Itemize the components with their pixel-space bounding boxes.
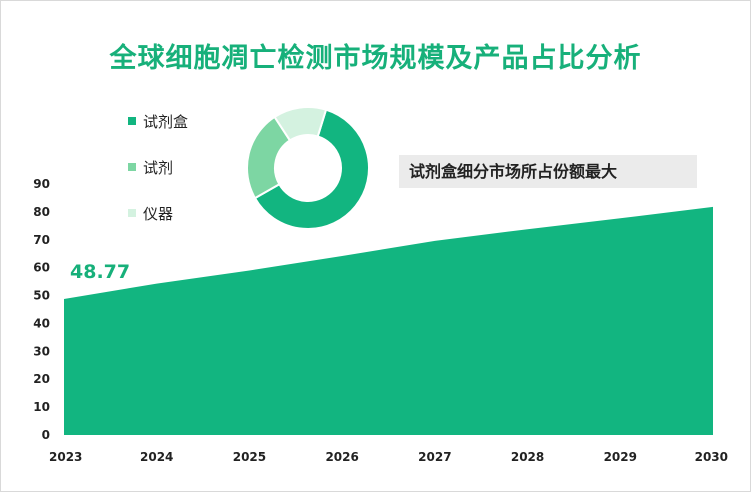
y-tick-label: 0 [42,428,50,442]
y-tick-label: 30 [33,344,50,358]
y-tick-label: 40 [33,316,50,330]
legend-label-kits: 试剂盒 [143,112,189,131]
data-label: 48.77 [70,261,130,283]
legend-item-instruments: 仪器 [128,202,188,224]
donut-legend: 试剂盒 试剂 仪器 [128,110,188,248]
legend-item-reagents: 试剂 [128,156,188,178]
x-tick-label: 2027 [418,450,451,464]
y-tick-label: 60 [33,261,50,275]
x-tick-label: 2025 [233,450,266,464]
x-tick-label: 2024 [140,450,173,464]
x-tick-label: 2026 [325,450,358,464]
donut-slice [273,106,328,142]
area-series [64,206,713,435]
chart-title: 全球细胞凋亡检测市场规模及产品占比分析 [109,43,642,74]
legend-item-kits: 试剂盒 [128,110,188,132]
y-tick-label: 90 [33,177,50,191]
y-tick-label: 80 [33,205,50,219]
legend-label-instruments: 仪器 [143,204,174,223]
x-tick-label: 2029 [604,450,637,464]
y-tick-label: 50 [33,289,50,303]
callout-box: 试剂盒细分市场所占份额最大 [399,155,697,188]
x-tick-label: 2023 [49,450,82,464]
y-tick-label: 10 [33,400,50,414]
y-tick-label: 20 [33,372,50,386]
legend-swatch-reagents [128,163,136,171]
donut-slice [253,108,370,230]
legend-swatch-kits [128,117,136,125]
legend-swatch-instruments [128,209,136,217]
x-tick-label: 2030 [695,450,728,464]
y-tick-label: 70 [33,233,50,247]
legend-label-reagents: 试剂 [143,158,174,177]
x-tick-label: 2028 [511,450,544,464]
